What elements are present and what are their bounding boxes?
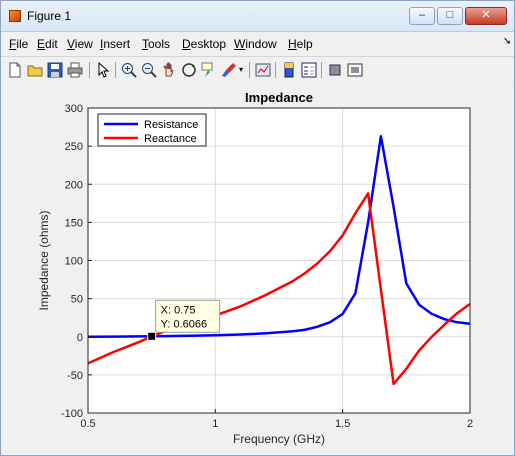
- new-figure-icon[interactable]: [7, 62, 23, 78]
- x-tick-label: 0.5: [80, 418, 95, 430]
- y-tick-label: 50: [71, 294, 83, 306]
- legend-entry-label: Resistance: [144, 119, 198, 131]
- zoom-out-icon[interactable]: [141, 62, 157, 78]
- toolbar-separator: [115, 62, 116, 78]
- y-tick-label: 150: [65, 217, 83, 229]
- colorbar-icon[interactable]: [281, 62, 297, 78]
- legend-entry-label: Reactance: [144, 133, 197, 145]
- print-icon[interactable]: [67, 62, 83, 78]
- window-title: Figure 1: [27, 9, 72, 23]
- open-file-icon[interactable]: [27, 62, 43, 78]
- menu-insert[interactable]: Insert: [100, 37, 131, 51]
- hide-plot-tools-icon[interactable]: [327, 62, 343, 78]
- datatip-marker[interactable]: [147, 331, 157, 341]
- y-tick-label: 100: [65, 256, 83, 268]
- pointer-icon[interactable]: [95, 62, 111, 78]
- dock-arrow-icon[interactable]: ➘: [503, 36, 512, 47]
- y-tick-label: 0: [77, 332, 83, 344]
- title-bar[interactable]: Figure 1 – □ ✕: [1, 1, 514, 32]
- rotate-3d-icon[interactable]: [181, 62, 197, 78]
- datatip-y-text: Y: 0.6066: [161, 318, 208, 330]
- datatip-box: [155, 299, 221, 333]
- toolbar-separator: [275, 62, 276, 78]
- figure-toolbar: ▾: [1, 56, 514, 84]
- show-plot-tools-icon[interactable]: [347, 62, 363, 78]
- legend-box: [97, 113, 207, 147]
- menu-tools[interactable]: Tools: [142, 37, 171, 51]
- x-axis-label: Frequency (GHz): [233, 432, 325, 446]
- x-tick-label: 1.5: [335, 418, 350, 430]
- series-line-resistance: [88, 134, 470, 338]
- maximize-button[interactable]: □: [437, 7, 463, 25]
- y-tick-label: 250: [65, 141, 83, 153]
- close-button[interactable]: ✕: [465, 7, 507, 25]
- menu-help[interactable]: Help: [288, 37, 313, 51]
- y-tick-label: 200: [65, 179, 83, 191]
- save-icon[interactable]: [47, 62, 63, 78]
- menu-desktop[interactable]: Desktop: [182, 37, 227, 51]
- link-plot-icon[interactable]: [255, 62, 271, 78]
- matlab-figure-icon: [9, 10, 21, 22]
- toolbar-separator: [249, 62, 250, 78]
- menu-edit[interactable]: Edit: [37, 37, 58, 51]
- menu-view[interactable]: View: [67, 37, 93, 51]
- axis-ticks: 0.5 1 1.5 2 -100 -50 0 50 100 150 200 250 300: [61, 103, 473, 430]
- zoom-in-icon[interactable]: [121, 62, 137, 78]
- menu-window[interactable]: Window: [234, 37, 277, 51]
- figure-canvas[interactable]: 0.5 1 1.5 2 -100 -50 0 50 100 150 200 250 300 Impeda…: [2, 83, 513, 455]
- y-axis-label: Impedance (ohms): [37, 210, 51, 310]
- y-tick-label: -50: [67, 370, 83, 382]
- impedance-plot[interactable]: 0.5 1 1.5 2 -100 -50 0 50 100 150 200 250 300 Impeda…: [2, 83, 513, 455]
- toolbar-separator: [321, 62, 322, 78]
- data-cursor-icon[interactable]: [201, 62, 217, 78]
- y-tick-label: 300: [65, 103, 83, 115]
- brush-dropdown-icon[interactable]: ▾: [238, 65, 243, 74]
- plot-title: Impedance: [245, 90, 313, 105]
- legend-icon[interactable]: [301, 62, 317, 78]
- datatip-x-text: X: 0.75: [161, 304, 196, 316]
- menu-file[interactable]: File: [9, 37, 29, 51]
- brush-icon[interactable]: [221, 62, 237, 78]
- toolbar-separator: [89, 62, 90, 78]
- minimize-button[interactable]: –: [409, 7, 435, 25]
- x-tick-label: 2: [467, 418, 473, 430]
- x-tick-label: 1: [212, 418, 218, 430]
- datatip[interactable]: X: 0.75 Y: 0.6066: [147, 299, 221, 341]
- y-tick-label: -100: [61, 408, 83, 420]
- legend[interactable]: Resistance Reactance: [97, 113, 207, 147]
- pan-icon[interactable]: [161, 62, 177, 78]
- menu-bar: File Edit View Insert Tools Desktop Wind…: [1, 34, 514, 54]
